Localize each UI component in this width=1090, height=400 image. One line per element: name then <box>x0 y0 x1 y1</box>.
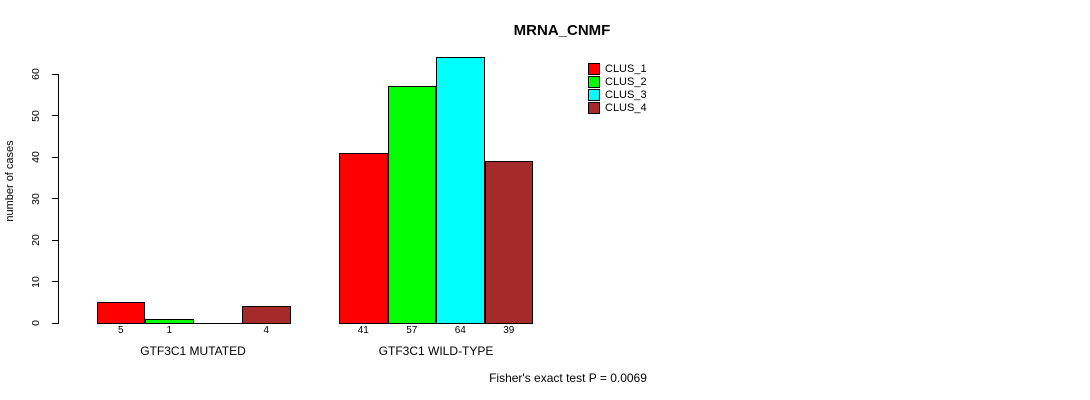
legend-swatch-clus_1 <box>588 63 600 75</box>
legend-label-clus_3: CLUS_3 <box>605 89 647 101</box>
zero-bar-clus_3-group1 <box>193 322 242 324</box>
bar-clus_4-group1 <box>242 306 291 324</box>
bar-clus_4-group2 <box>484 161 533 324</box>
y-axis-tick-label: 50 <box>30 109 42 122</box>
y-axis-label: number of cases <box>4 140 16 222</box>
bar-clus_1-group2 <box>339 152 388 324</box>
y-axis-tick <box>52 73 59 75</box>
bar-clus_2-group1 <box>145 318 194 324</box>
x-group-label-mutated: GTF3C1 MUTATED <box>140 344 246 358</box>
chart-title: MRNA_CNMF <box>513 22 611 39</box>
bar-value-label: 4 <box>263 325 270 336</box>
y-axis-tick-label: 60 <box>30 68 42 80</box>
legend-swatch-clus_4 <box>588 102 600 114</box>
legend-swatch-clus_3 <box>588 89 600 101</box>
bar-clus_3-group2 <box>436 57 485 324</box>
x-group-label-wild-type: GTF3C1 WILD-TYPE <box>378 344 494 358</box>
bar-value-label: 64 <box>454 325 466 336</box>
bar-value-label: 57 <box>406 325 418 336</box>
y-axis-tick <box>52 198 59 199</box>
bar-clus_2-group2 <box>387 86 436 324</box>
y-axis-tick-label: 40 <box>30 151 42 163</box>
y-axis-tick-label: 30 <box>30 192 42 205</box>
y-axis-tick-label: 20 <box>30 234 42 246</box>
legend-label-clus_4: CLUS_4 <box>605 102 647 114</box>
y-axis-tick-label: 10 <box>30 275 42 288</box>
y-axis-tick <box>52 115 59 116</box>
y-axis-tick <box>52 322 59 324</box>
bar-clus_1-group1 <box>96 302 145 324</box>
legend-label-clus_1: CLUS_1 <box>605 63 647 75</box>
legend-label-clus_2: CLUS_2 <box>605 76 647 88</box>
legend-swatch-clus_2 <box>588 76 600 88</box>
y-axis-tick-label: 0 <box>30 320 42 326</box>
bar-value-label: 41 <box>357 325 369 336</box>
y-axis-tick <box>52 239 59 241</box>
bar-value-label: 1 <box>166 325 173 336</box>
y-axis-tick <box>52 281 59 282</box>
bar-value-label: 5 <box>117 325 124 336</box>
fisher-test-annotation: Fisher's exact test P = 0.0069 <box>489 371 647 385</box>
bar-value-label: 39 <box>503 325 515 336</box>
y-axis-tick <box>52 156 59 158</box>
y-axis-line <box>58 74 59 324</box>
